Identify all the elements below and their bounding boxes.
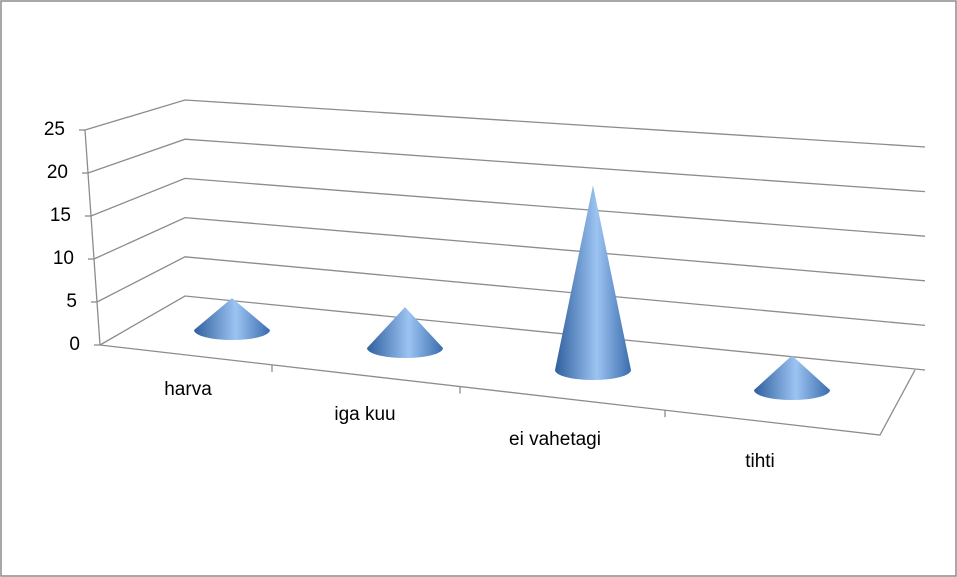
cone <box>754 355 830 400</box>
cone-body <box>754 355 830 400</box>
grid-line <box>90 177 926 237</box>
y-tick-label: 0 <box>69 334 80 355</box>
x-tick-label: tihti <box>745 451 775 472</box>
marks <box>194 185 830 400</box>
cone <box>555 185 631 380</box>
grid-line <box>93 216 926 282</box>
cone-body <box>194 298 270 340</box>
x-tick-label: ei vahetagi <box>509 429 601 450</box>
grid-line <box>87 138 926 193</box>
y-tick-label: 10 <box>53 248 74 269</box>
floor-edge <box>99 344 916 436</box>
cone-body <box>555 185 631 380</box>
x-tick-label: iga kuu <box>334 404 395 425</box>
cone-body <box>367 307 443 358</box>
x-tick-label: harva <box>164 379 212 400</box>
cone <box>194 298 270 340</box>
grid-line <box>99 295 926 371</box>
grid <box>79 99 926 418</box>
y-tick-label: 20 <box>47 162 68 183</box>
y-axis <box>84 129 101 346</box>
grid-line <box>84 99 926 148</box>
y-tick-label: 25 <box>44 119 65 140</box>
cone <box>367 307 443 358</box>
y-tick-label: 5 <box>66 291 77 312</box>
grid-line <box>96 256 926 327</box>
y-tick-label: 15 <box>50 205 71 226</box>
